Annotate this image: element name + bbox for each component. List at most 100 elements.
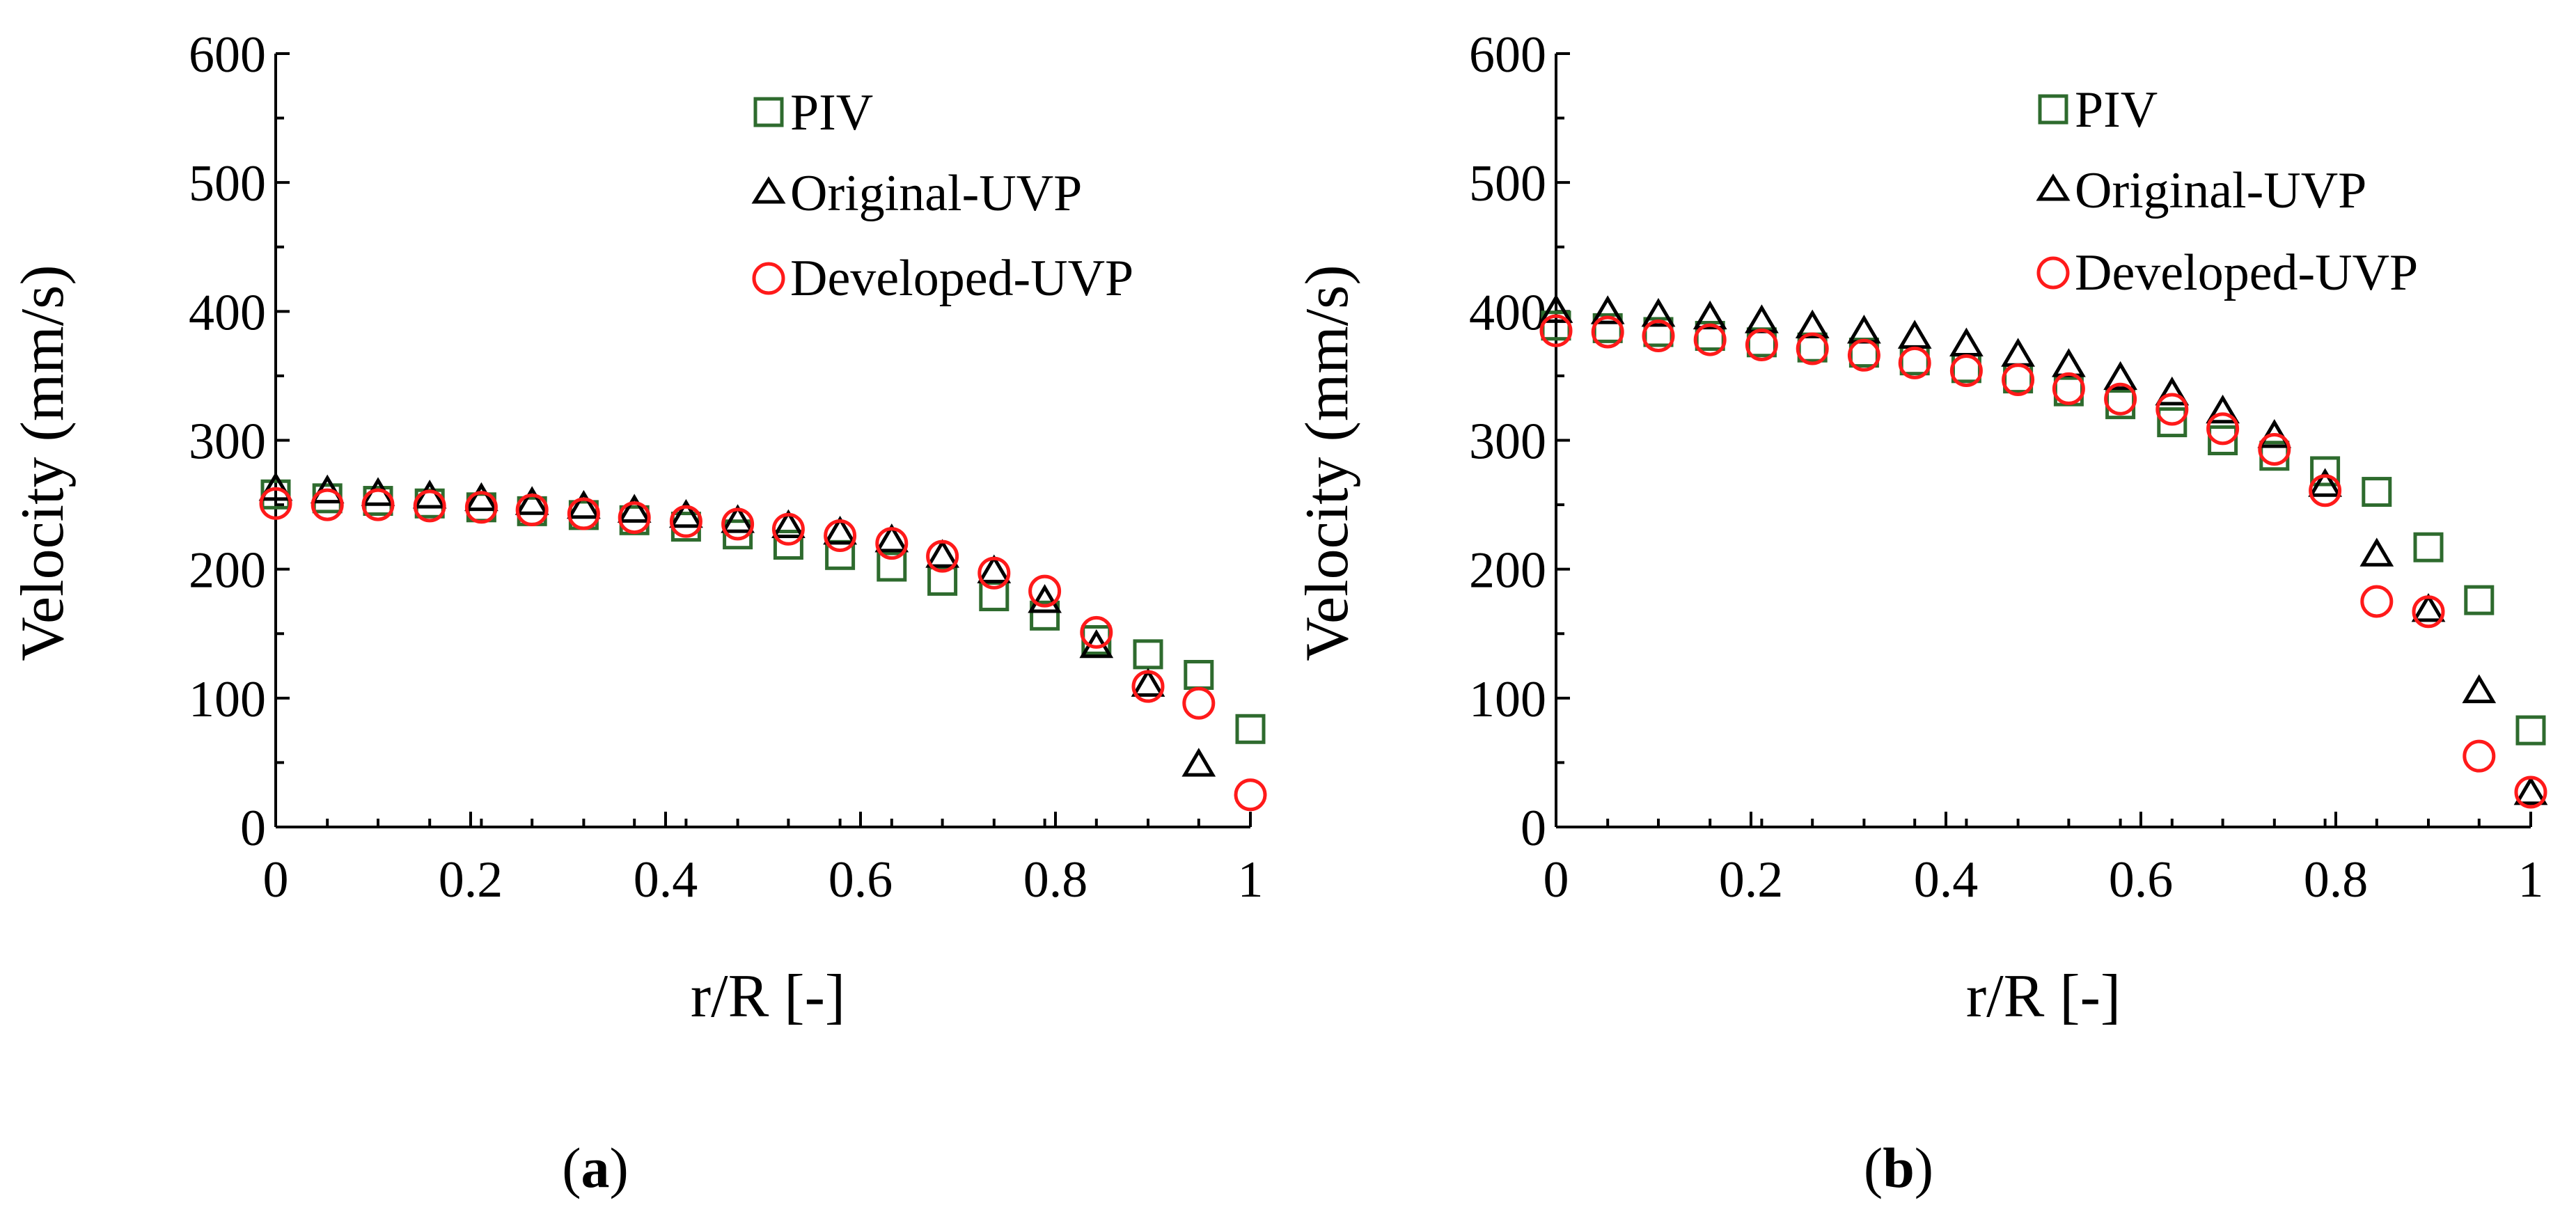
legend-label-piv: PIV [2075,81,2158,139]
point-developed-uvp [1028,574,1062,608]
point-developed-uvp [2155,393,2189,426]
point-piv [2464,585,2495,615]
point-developed-uvp [2258,432,2291,466]
point-developed-uvp [567,497,600,530]
point-developed-uvp [2412,595,2445,629]
point-developed-uvp [2002,363,2035,396]
point-piv [2515,715,2546,746]
point-developed-uvp [1898,346,1931,379]
point-original-uvp [1590,295,1625,324]
point-original-uvp [669,498,703,528]
y-tick-label: 500 [1469,155,1546,212]
axes [1555,52,2532,828]
x-tick-label: 0.8 [2304,851,2369,908]
x-tick-label: 0.8 [1023,851,1088,908]
point-original-uvp [977,554,1012,583]
point-developed-uvp [259,487,292,520]
y-tick-label: 400 [189,284,266,341]
y-tick-label: 300 [1469,414,1546,471]
data-markers [258,471,1267,812]
legend-marker-piv [753,97,784,127]
point-original-uvp [1693,300,1727,330]
x-tick-label: 0.6 [828,851,893,908]
tick-labels: 0 100 200 300 400 500 600 0 0.2 0.4 0.6 0.8 1 [1469,26,2544,908]
point-piv [1184,660,1214,691]
point-original-uvp [2411,592,2446,622]
point-original-uvp [2359,537,2394,567]
chart-panel-b: Velocity (mm/s) r/R [-] 0 100 200 300 400 500… [1294,26,2548,1199]
point-original-uvp [2308,468,2342,497]
point-developed-uvp [2360,585,2394,618]
legend-marker-developed-uvp [2036,256,2070,290]
point-original-uvp [2462,674,2497,704]
point-original-uvp [2513,775,2548,805]
panel-caption-a: (a) [562,1136,629,1199]
point-original-uvp [258,471,293,501]
legend-marker-developed-uvp [752,262,785,295]
data-markers [1539,294,2548,809]
point-original-uvp [2103,361,2137,391]
point-original-uvp [2206,394,2240,424]
legend-marker-original-uvp [2036,173,2071,201]
point-developed-uvp [771,512,805,546]
legend-marker-piv [2038,94,2068,125]
legend-label-developed-uvp: Developed-UVP [2075,244,2418,301]
point-original-uvp [1181,748,1216,777]
axes [274,52,1252,828]
point-original-uvp [617,494,652,523]
chart-panel-a: Velocity (mm/s) r/R [-] 0 100 200 300 400 500… [9,26,1267,1199]
point-developed-uvp [618,501,651,535]
y-tick-label: 600 [1469,26,1546,84]
point-original-uvp [2257,419,2292,448]
panel-letter-b: b [1883,1136,1915,1199]
y-tick-label: 0 [240,800,266,857]
point-original-uvp [874,523,909,553]
point-piv [723,519,753,550]
legend: PIV Original-UVP Developed-UVP [751,84,1133,307]
point-developed-uvp [2206,412,2240,446]
point-developed-uvp [721,507,755,541]
point-piv [2413,532,2444,562]
point-piv [877,551,907,582]
point-developed-uvp [1745,328,1778,361]
point-original-uvp [515,486,549,515]
point-developed-uvp [669,505,702,538]
point-developed-uvp [1591,315,1624,349]
legend-label-developed-uvp: Developed-UVP [790,250,1133,307]
point-developed-uvp [1642,320,1675,353]
y-tick-label: 200 [189,542,266,599]
point-original-uvp [771,509,806,539]
y-tick-label: 200 [1469,542,1546,599]
x-axis-label: r/R [-] [691,963,845,1030]
point-developed-uvp [1539,314,1573,347]
legend-label-original-uvp: Original-UVP [790,165,1082,222]
point-piv [1030,600,1060,631]
point-piv [2208,425,2238,455]
y-tick-label: 500 [189,155,266,212]
panel-letter-a: a [581,1136,610,1199]
point-developed-uvp [824,519,857,553]
point-piv [773,529,803,560]
x-tick-label: 0.6 [2109,851,2174,908]
point-developed-uvp [2463,739,2496,773]
point-original-uvp [310,474,345,504]
legend-label-piv: PIV [790,84,873,141]
point-original-uvp [1949,327,1984,356]
y-tick-label: 0 [1521,800,1546,857]
point-piv [1133,639,1163,670]
point-original-uvp [464,482,498,512]
point-original-uvp [567,489,601,519]
point-piv [2157,407,2188,438]
y-axis-label: Velocity (mm/s) [1294,265,1361,661]
point-developed-uvp [2309,474,2342,507]
point-original-uvp [721,504,755,533]
point-original-uvp [2001,338,2035,367]
point-original-uvp [1539,294,1573,323]
point-developed-uvp [1847,338,1880,372]
point-developed-uvp [1693,323,1727,356]
x-tick-label: 0.2 [1719,851,1784,908]
legend-marker-original-uvp [751,176,786,204]
point-original-uvp [823,515,857,545]
point-original-uvp [1131,668,1165,697]
